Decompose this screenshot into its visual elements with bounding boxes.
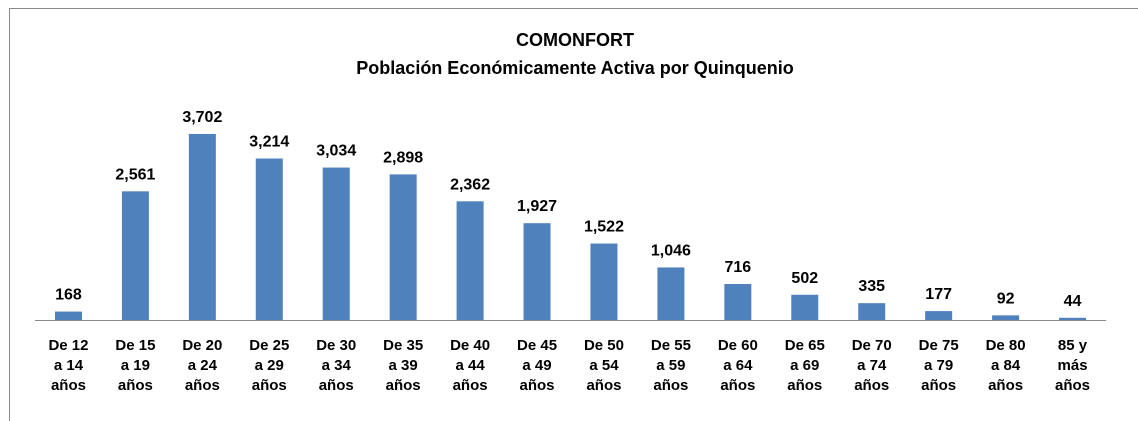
value-label: 3,214 xyxy=(249,134,289,151)
value-label: 2,561 xyxy=(115,166,155,183)
value-label: 3,702 xyxy=(182,109,222,126)
x-tick-label: De 25 a 29 años xyxy=(249,337,290,394)
bar xyxy=(255,158,283,320)
bar xyxy=(523,223,551,320)
x-tick-label: De 30 a 34 años xyxy=(316,337,357,394)
bar xyxy=(389,174,417,320)
value-label: 2,362 xyxy=(450,176,490,193)
value-label: 2,898 xyxy=(383,149,423,166)
value-label: 168 xyxy=(55,287,82,304)
bar xyxy=(925,311,953,320)
x-tick-label: De 40 a 44 años xyxy=(450,337,491,394)
bar xyxy=(54,311,82,320)
value-label: 44 xyxy=(1064,293,1082,310)
bar xyxy=(188,134,216,320)
value-label: 716 xyxy=(724,259,751,276)
x-tick-label: De 55 a 59 años xyxy=(650,337,691,394)
x-tick-label: De 70 a 74 años xyxy=(851,337,892,394)
value-label: 1,046 xyxy=(651,242,691,259)
bar xyxy=(858,303,886,320)
x-tick-label: De 45 a 49 años xyxy=(517,337,558,394)
x-tick-label: De 65 a 69 años xyxy=(784,337,825,394)
x-tick-label: De 50 a 54 años xyxy=(583,337,624,394)
bar xyxy=(724,284,752,320)
x-tick-label: De 12 a 14 años xyxy=(48,337,89,394)
chart-frame xyxy=(9,8,1138,421)
x-tick-label: 85 y más años xyxy=(1055,337,1091,394)
value-label: 1,927 xyxy=(517,198,557,215)
bar xyxy=(1059,317,1087,320)
chart-title: COMONFORT xyxy=(516,30,634,50)
bar xyxy=(992,315,1020,320)
value-label: 177 xyxy=(925,286,952,303)
x-tick-label: De 20 a 24 años xyxy=(182,337,223,394)
bar xyxy=(121,191,149,320)
bar xyxy=(322,167,350,320)
bar xyxy=(590,243,618,320)
value-label: 3,034 xyxy=(316,143,356,160)
value-label: 1,522 xyxy=(584,219,624,236)
value-label: 92 xyxy=(997,290,1015,307)
x-tick-label: De 80 a 84 años xyxy=(985,337,1026,394)
bar xyxy=(456,201,484,320)
x-tick-label: De 15 a 19 años xyxy=(115,337,156,394)
value-label: 502 xyxy=(791,270,818,287)
bar xyxy=(791,294,819,320)
x-tick-label: De 75 a 79 años xyxy=(918,337,959,394)
x-tick-label: De 60 a 64 años xyxy=(717,337,758,394)
x-tick-label: De 35 a 39 años xyxy=(383,337,424,394)
value-label: 335 xyxy=(858,278,885,295)
chart-subtitle: Población Económicamente Activa por Quin… xyxy=(356,58,793,78)
bar xyxy=(657,267,685,320)
